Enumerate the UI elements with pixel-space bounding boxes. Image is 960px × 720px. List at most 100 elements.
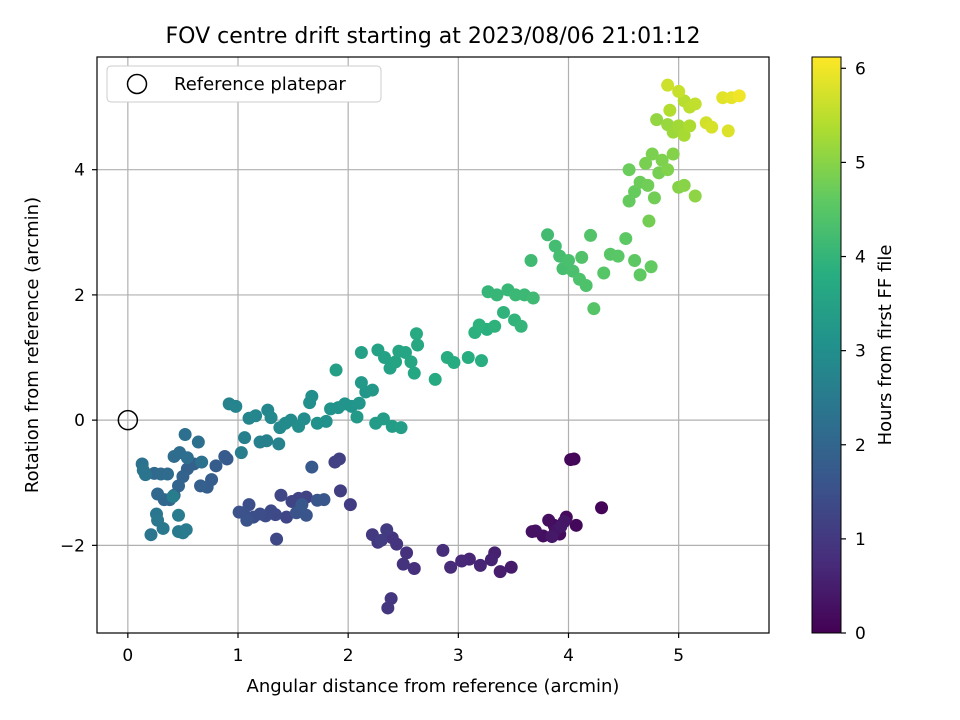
data-point xyxy=(365,383,379,397)
data-point xyxy=(472,318,486,332)
data-point xyxy=(180,451,194,465)
data-point xyxy=(595,501,609,515)
data-point xyxy=(191,435,205,449)
data-point xyxy=(407,562,421,576)
axis-ticks: 0 1 2 3 4 5 −2 0 2 4 xyxy=(60,161,684,666)
x-tick-label: 5 xyxy=(673,646,684,666)
data-point xyxy=(333,484,347,498)
data-point xyxy=(374,533,388,547)
data-point xyxy=(144,528,158,542)
data-point xyxy=(677,178,691,192)
data-point xyxy=(380,523,394,537)
data-point xyxy=(587,302,601,316)
data-point xyxy=(319,414,333,428)
data-point xyxy=(378,351,392,365)
data-point xyxy=(329,363,343,377)
data-point xyxy=(484,553,498,567)
data-point xyxy=(650,113,664,127)
data-point xyxy=(447,356,461,370)
legend: Reference platepar xyxy=(106,65,382,103)
reference-point-marker xyxy=(117,409,139,431)
data-point xyxy=(238,431,252,445)
data-point xyxy=(156,521,170,535)
x-axis-label: Angular distance from reference (arcmin) xyxy=(247,676,620,697)
data-point xyxy=(622,163,636,177)
data-point xyxy=(628,253,642,267)
data-point xyxy=(645,147,659,161)
colorbar-tick-label: 3 xyxy=(855,342,866,362)
x-tick-label: 1 xyxy=(233,646,244,666)
colorbar-tick-label: 4 xyxy=(855,248,866,268)
data-point xyxy=(428,372,442,386)
data-point xyxy=(297,412,311,426)
data-point xyxy=(394,421,408,435)
data-point xyxy=(661,78,675,92)
y-tick-label: 2 xyxy=(74,286,85,306)
data-point xyxy=(655,153,669,167)
x-tick-label: 0 xyxy=(122,646,133,666)
data-point xyxy=(285,495,299,509)
x-tick-label: 2 xyxy=(343,646,354,666)
data-point xyxy=(352,396,366,410)
colorbar-gradient xyxy=(811,56,842,634)
colorbar-tick-label: 6 xyxy=(855,59,866,79)
data-point xyxy=(350,410,364,424)
data-point xyxy=(579,279,593,293)
data-point xyxy=(575,250,589,264)
data-point xyxy=(732,89,746,103)
data-point xyxy=(299,508,313,522)
data-point xyxy=(229,399,243,413)
data-point xyxy=(524,253,538,267)
data-point xyxy=(407,366,421,380)
colorbar-ticks: 0 1 2 3 4 5 6 xyxy=(841,59,866,644)
data-point xyxy=(473,558,487,572)
data-point xyxy=(597,266,611,280)
y-tick-label: 4 xyxy=(74,161,85,181)
data-point xyxy=(260,434,274,448)
x-tick-label: 4 xyxy=(563,646,574,666)
data-point xyxy=(683,119,697,133)
data-point xyxy=(493,565,507,579)
grid-lines xyxy=(97,57,769,633)
data-point xyxy=(584,228,598,242)
data-point xyxy=(688,97,702,111)
data-point xyxy=(240,513,254,527)
data-point xyxy=(354,376,368,390)
data-point xyxy=(179,523,193,537)
data-point xyxy=(461,351,475,365)
data-point xyxy=(721,124,735,138)
colorbar-tick-label: 1 xyxy=(855,530,866,550)
data-point xyxy=(264,411,278,425)
plot-frame xyxy=(96,56,770,634)
data-point xyxy=(249,409,263,423)
data-point xyxy=(514,319,528,333)
data-point xyxy=(270,532,284,546)
data-point xyxy=(504,560,518,574)
data-point xyxy=(639,156,653,170)
data-point xyxy=(672,84,686,98)
data-point xyxy=(218,449,232,463)
data-point xyxy=(525,525,539,539)
data-points xyxy=(135,78,746,615)
data-point xyxy=(279,510,293,524)
data-point xyxy=(274,488,288,502)
legend-box xyxy=(106,65,382,103)
data-point xyxy=(295,498,309,512)
colorbar-tick-label: 2 xyxy=(855,436,866,456)
data-point xyxy=(542,513,556,527)
data-point xyxy=(354,346,368,360)
data-point xyxy=(398,346,412,360)
data-point xyxy=(661,163,675,177)
data-point xyxy=(666,147,680,161)
legend-label: Reference platepar xyxy=(174,74,346,95)
y-axis-label: Rotation from reference (arcmin) xyxy=(22,197,43,493)
data-point xyxy=(619,232,633,246)
data-point xyxy=(490,288,504,302)
data-point xyxy=(644,260,658,274)
data-point xyxy=(195,455,209,469)
data-point xyxy=(178,428,192,442)
data-point xyxy=(384,592,398,606)
data-point xyxy=(172,508,186,522)
data-point xyxy=(633,268,647,282)
